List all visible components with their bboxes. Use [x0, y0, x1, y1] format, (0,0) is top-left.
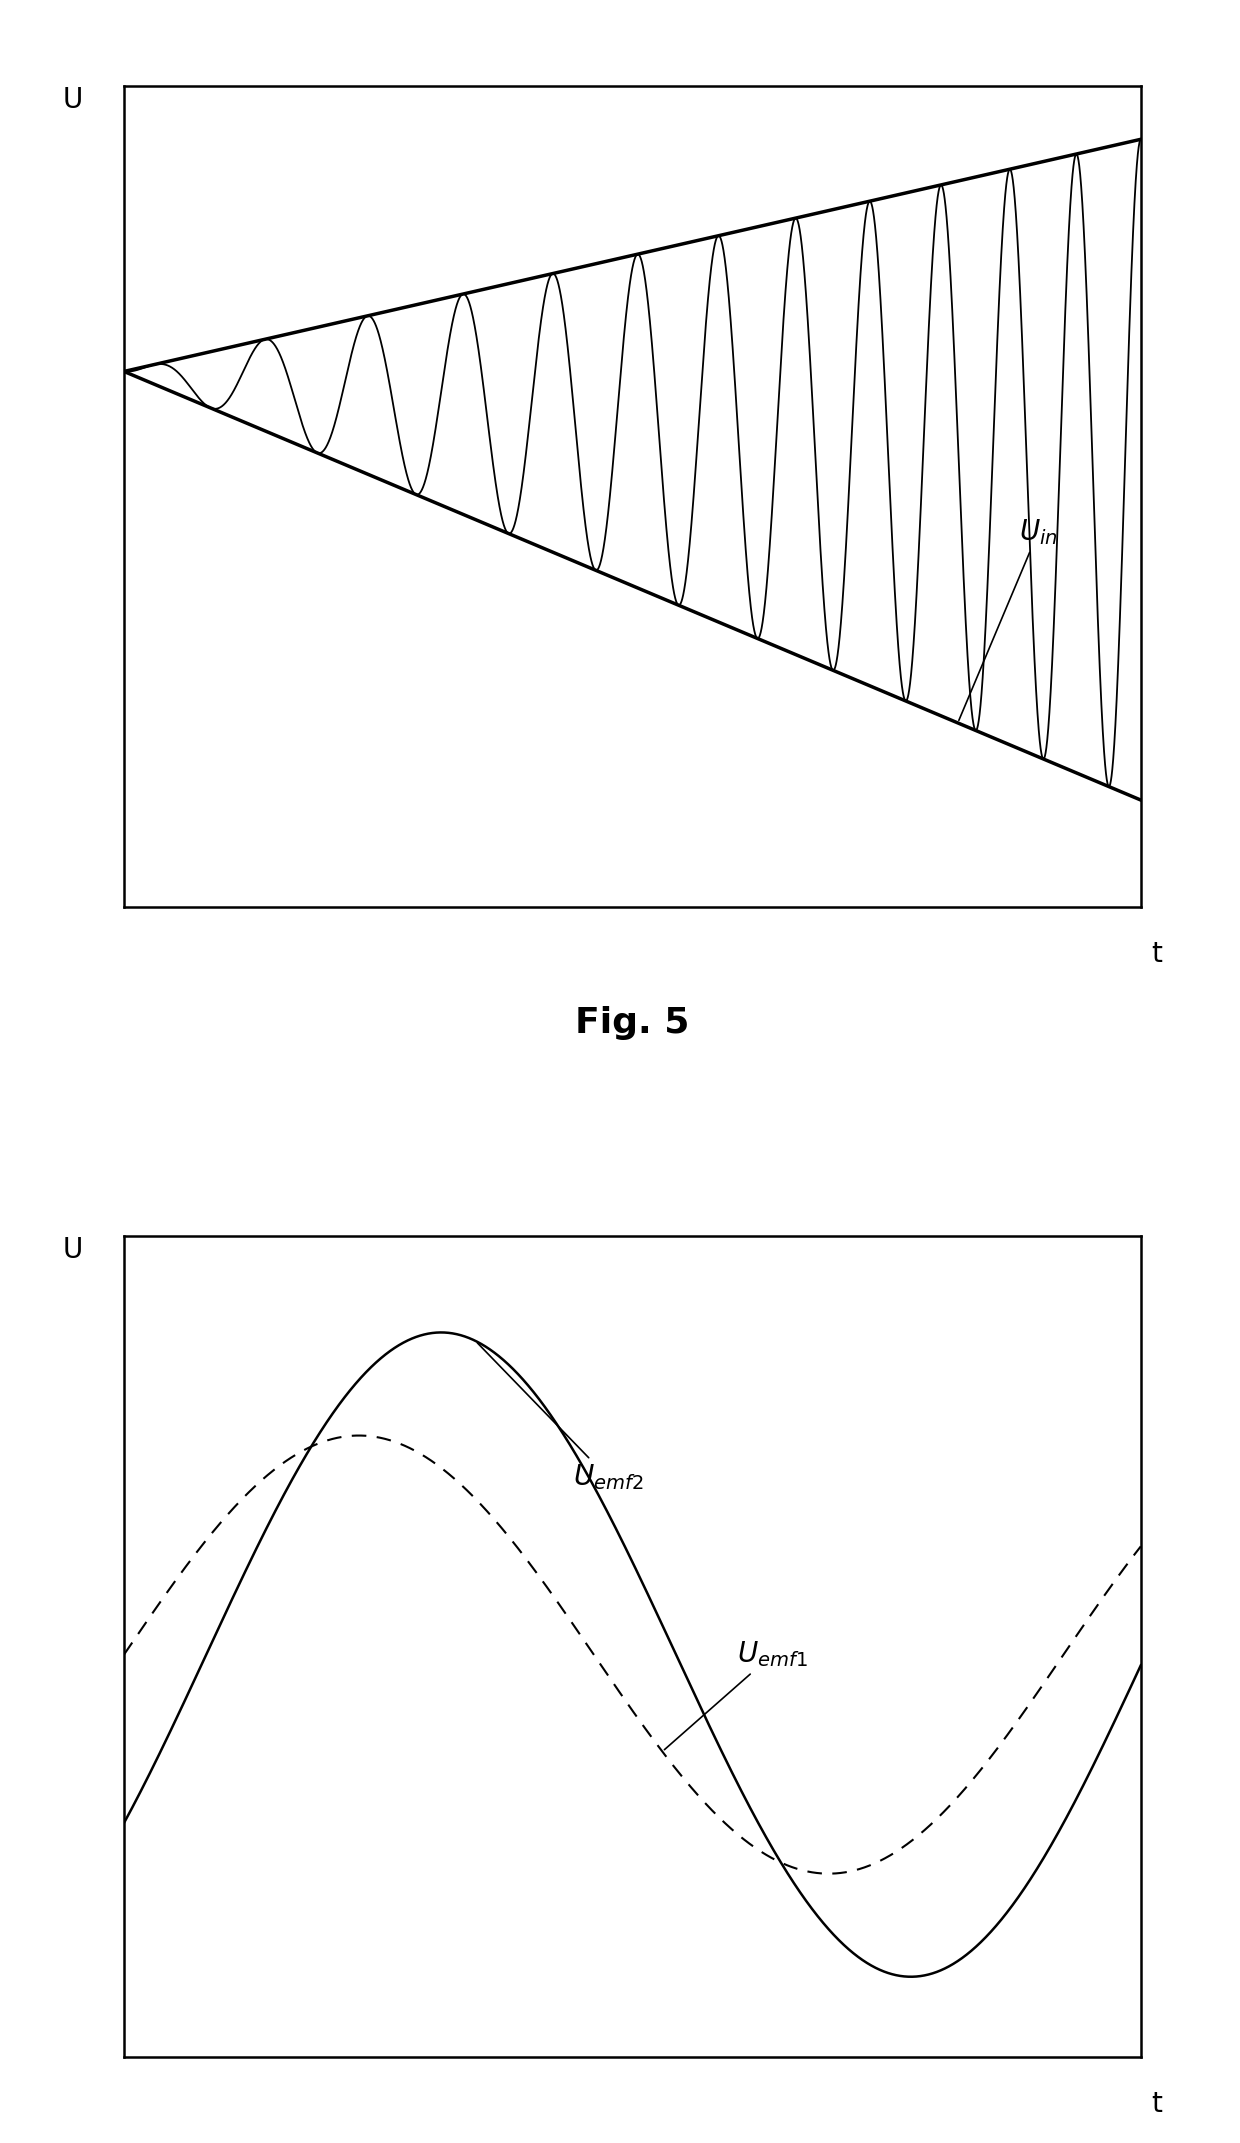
Text: $U_{emf2}$: $U_{emf2}$ — [477, 1344, 644, 1492]
Text: U: U — [63, 86, 83, 114]
Text: $U_{emf1}$: $U_{emf1}$ — [665, 1639, 807, 1749]
Text: $U_{in}$: $U_{in}$ — [959, 516, 1058, 720]
Text: Fig. 5: Fig. 5 — [575, 1005, 689, 1039]
Text: U: U — [63, 1237, 83, 1264]
Text: t: t — [1151, 2089, 1162, 2117]
Text: t: t — [1151, 941, 1162, 969]
